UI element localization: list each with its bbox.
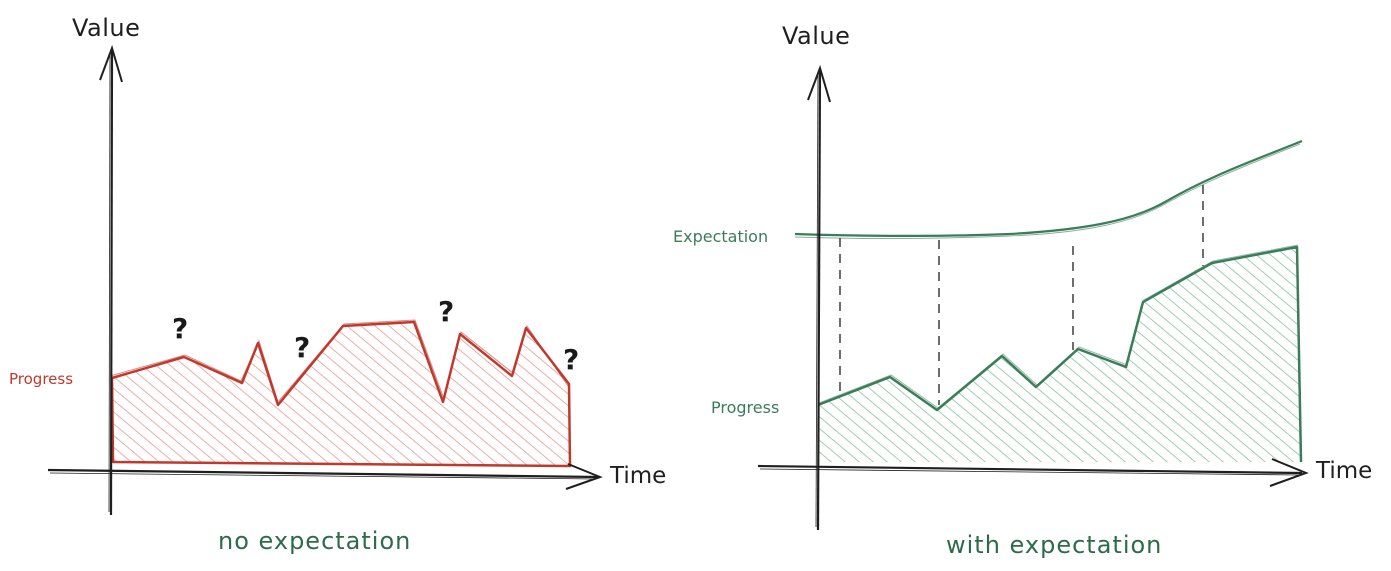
left-progress-line: [110, 320, 572, 468]
expectation-label: Expectation: [673, 227, 768, 246]
question-mark-1: ?: [172, 312, 188, 345]
left-x-arrow-icon: [565, 463, 603, 490]
left-caption: no expectation: [218, 527, 411, 555]
left-y-axis-label: Value: [72, 14, 140, 42]
left-progress-label: Progress: [9, 370, 73, 388]
right-x-axis-label: Time: [1315, 458, 1372, 484]
left-x-axis-label: Time: [609, 463, 666, 489]
right-progress-area: [818, 247, 1301, 462]
question-mark-3: ?: [438, 295, 454, 328]
right-x-arrow-icon: [1269, 458, 1309, 487]
right-y-axis: [816, 69, 822, 531]
right-progress-line: [817, 245, 1303, 463]
right-x-axis: [757, 464, 1303, 475]
question-mark-2: ?: [294, 331, 310, 364]
right-progress-label: Progress: [711, 398, 779, 417]
question-mark-4: ?: [563, 343, 579, 376]
left-x-axis: [47, 468, 599, 479]
left-y-arrow-icon: [99, 44, 123, 83]
right-y-axis-label: Value: [782, 22, 850, 50]
left-progress-area: [112, 322, 570, 466]
right-y-arrow-icon: [807, 64, 831, 103]
left-panel: Value Time Progress no expectation ? ? ?…: [9, 14, 666, 555]
expectation-curve: [794, 139, 1303, 237]
left-y-axis: [109, 49, 114, 516]
right-caption: with expectation: [946, 531, 1162, 559]
right-panel: Value Time Expectation Progress with exp…: [673, 22, 1372, 559]
